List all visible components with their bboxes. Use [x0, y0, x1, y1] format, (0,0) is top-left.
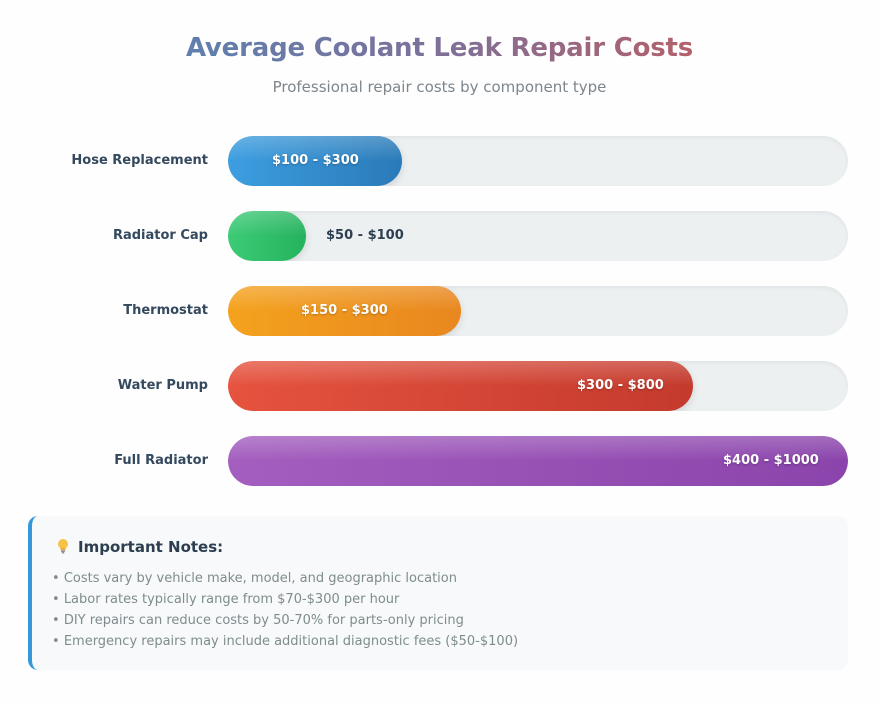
- note-item: Emergency repairs may include additional…: [52, 631, 518, 652]
- category-label: Thermostat: [123, 303, 208, 318]
- bar-value-label: $50 - $100: [326, 228, 404, 243]
- bar-fill: [228, 286, 461, 336]
- bar-track: $150 - $300: [228, 286, 848, 336]
- notes-heading: Important Notes:: [56, 536, 223, 558]
- bar-row: Thermostat $150 - $300: [0, 286, 879, 336]
- bar-value-label: $400 - $1000: [723, 453, 819, 468]
- note-item: Labor rates typically range from $70-$30…: [52, 589, 518, 610]
- bar-value-label: $150 - $300: [301, 303, 388, 318]
- category-label: Water Pump: [117, 378, 208, 393]
- note-item: DIY repairs can reduce costs by 50-70% f…: [52, 610, 518, 631]
- bar-row: Water Pump $300 - $800: [0, 361, 879, 411]
- category-label: Radiator Cap: [112, 228, 208, 243]
- bar-row: Radiator Cap $50 - $100: [0, 211, 879, 261]
- bar-fill: [228, 436, 848, 486]
- category-label: Full Radiator: [114, 453, 208, 468]
- bar-value-label: $300 - $800: [577, 378, 664, 393]
- bar-track: $300 - $800: [228, 361, 848, 411]
- notes-list: Costs vary by vehicle make, model, and g…: [52, 568, 518, 652]
- bar-track: $100 - $300: [228, 136, 848, 186]
- bar-track: $400 - $1000: [228, 436, 848, 486]
- bar-value-label: $100 - $300: [272, 153, 359, 168]
- lightbulb-icon: [58, 539, 68, 554]
- notes-panel: Important Notes: Costs vary by vehicle m…: [28, 516, 848, 670]
- bar-row: Full Radiator $400 - $1000: [0, 436, 879, 486]
- bar-track: $50 - $100: [228, 211, 848, 261]
- note-item: Costs vary by vehicle make, model, and g…: [52, 568, 518, 589]
- chart-title: Average Coolant Leak Repair Costs: [185, 33, 694, 63]
- bar-fill: [228, 361, 693, 411]
- bar-fill: [228, 136, 402, 186]
- bar-fill: [228, 211, 306, 261]
- bar-row: Hose Replacement $100 - $300: [0, 136, 879, 186]
- notes-title: Important Notes:: [78, 538, 224, 556]
- category-label: Hose Replacement: [71, 153, 208, 168]
- chart-subtitle: Professional repair costs by component t…: [272, 78, 607, 96]
